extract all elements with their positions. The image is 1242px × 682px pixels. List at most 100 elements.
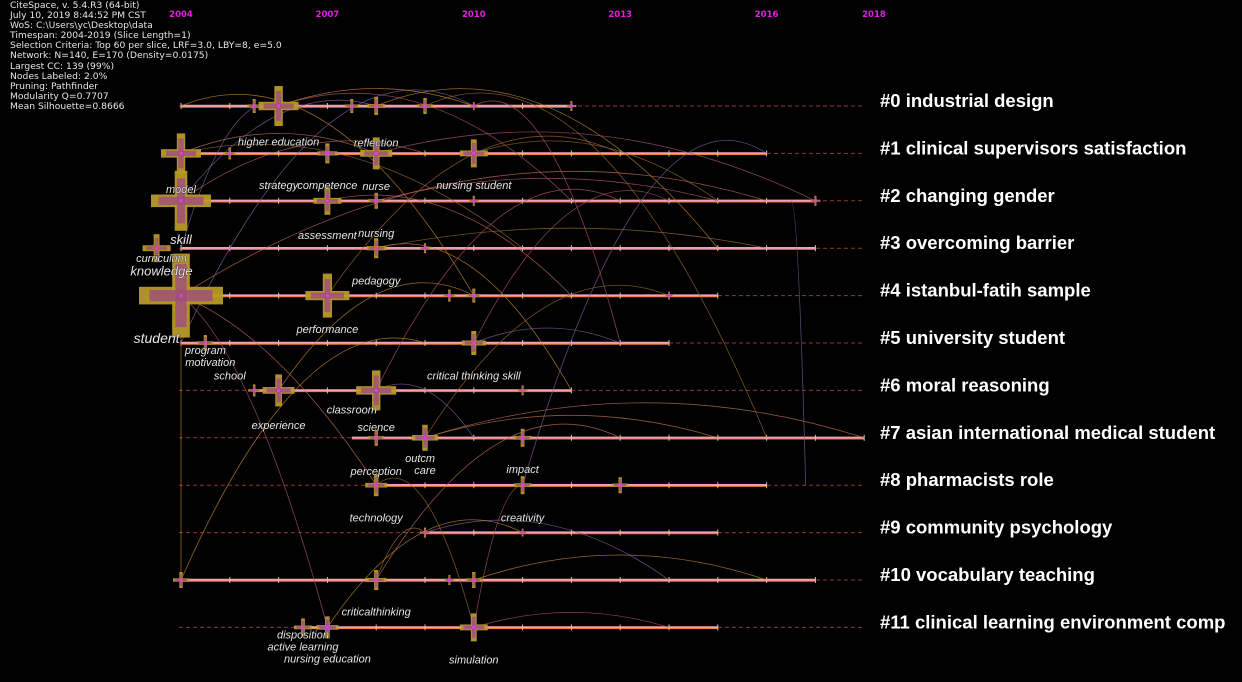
keyword-node [248, 384, 261, 397]
cluster-label: #2 changing gender [880, 185, 1055, 206]
node-center [521, 531, 525, 535]
year-tick-label: 2013 [608, 10, 632, 20]
keyword-label: strategy [259, 180, 300, 192]
keyword-node [258, 86, 299, 126]
cluster-label: #11 clinical learning environment comp [880, 611, 1225, 632]
cluster-labels: #0 industrial design #1 clinical supervis… [880, 90, 1225, 632]
keyword-label: program [184, 345, 226, 357]
keyword-label: outcm [405, 453, 435, 465]
keyword-node [517, 385, 528, 396]
citation-arc [473, 140, 719, 202]
keyword-label: curriculum [136, 253, 187, 265]
keyword-label: care [414, 465, 435, 477]
pruning: Pruning: Pathfinder [10, 80, 99, 92]
citation-arc [473, 612, 670, 628]
node-center [667, 294, 671, 298]
keyword-label: nursing education [284, 653, 371, 665]
keyword-label: impact [506, 464, 539, 476]
node-center [374, 388, 378, 392]
cluster-label: #5 university student [880, 327, 1065, 348]
citation-arc [473, 554, 767, 581]
citation-arc [180, 337, 426, 581]
keyword-node [262, 374, 295, 407]
keyword-node [612, 477, 629, 494]
keyword-label: criticalthinking [342, 606, 412, 618]
citation-arc [375, 188, 621, 391]
citation-links [180, 88, 865, 628]
keyword-label: classroom [327, 404, 377, 416]
keyword-node [367, 97, 386, 115]
node-center [277, 388, 281, 392]
node-center [521, 483, 525, 487]
citation-arc [473, 327, 621, 344]
timespan: Timespan: 2004-2019 (Slice Length=1) [10, 30, 191, 42]
cluster-label: #10 vocabulary teaching [880, 564, 1095, 585]
keyword-label: model [166, 184, 197, 196]
keyword-node [356, 370, 397, 411]
keyword-node [468, 195, 479, 206]
keyword-node [317, 143, 338, 164]
mean-silhouette: Mean Silhouette=0.8666 [10, 100, 125, 112]
keyword-label: performance [296, 324, 359, 336]
keyword-node [518, 528, 527, 537]
node-center [472, 625, 476, 629]
citation-arc [473, 484, 523, 628]
node-center [374, 436, 378, 440]
keyword-node [420, 527, 430, 538]
keyword-node [466, 288, 481, 303]
cluster-label: #4 istanbul-fatih sample [880, 280, 1091, 301]
citation-arc [278, 282, 474, 391]
node-center [447, 294, 451, 298]
citation-arc [375, 527, 426, 581]
year-tick-label: 2016 [755, 10, 779, 20]
keyword-label: reflection [354, 137, 399, 149]
node-center [350, 104, 354, 108]
year-tick-label: 2004 [169, 10, 193, 20]
node-center [179, 578, 183, 582]
keyword-node [417, 98, 433, 114]
keyword-nodes [139, 86, 821, 642]
keyword-node [344, 99, 359, 113]
largest-cc: Largest CC: 139 (99%) [10, 60, 115, 72]
citation-arc [180, 103, 279, 249]
keyword-label: disposition [277, 629, 329, 641]
keyword-label: nursing student [436, 180, 512, 192]
node-center [374, 578, 378, 582]
citation-arc [376, 131, 816, 202]
node-center [179, 199, 183, 203]
keyword-node [368, 192, 385, 209]
keyword-label: nurse [362, 181, 390, 193]
citation-arc [424, 519, 670, 581]
keyword-node [313, 186, 342, 215]
keyword-node [465, 572, 482, 588]
citation-arc [424, 92, 767, 438]
cluster-label: #3 overcoming barrier [880, 232, 1074, 253]
node-center [813, 199, 817, 203]
keyword-node [305, 273, 350, 318]
citation-arc [376, 243, 572, 391]
node-center [325, 199, 329, 203]
year-tick-label: 2018 [862, 10, 886, 20]
keyword-node [566, 101, 577, 111]
citation-arc [424, 402, 865, 439]
node-center [423, 531, 427, 535]
keyword-label: assessment [298, 230, 358, 242]
keyword-label: science [358, 422, 395, 434]
node-center [374, 246, 378, 250]
citation-arc [376, 383, 475, 439]
keyword-node [294, 618, 312, 637]
keyword-node [420, 243, 430, 254]
keyword-node [197, 335, 214, 351]
citation-arc [180, 171, 767, 296]
citation-arc [180, 89, 474, 344]
keyword-node [810, 195, 821, 206]
citation-arc [180, 133, 377, 154]
nodes-labeled: Nodes Labeled: 2.0% [10, 70, 108, 82]
cluster-label: #1 clinical supervisors satisfaction [880, 137, 1186, 158]
node-center [252, 104, 256, 108]
keyword-node [412, 424, 438, 451]
node-center [374, 199, 378, 203]
keyword-node [151, 170, 211, 231]
